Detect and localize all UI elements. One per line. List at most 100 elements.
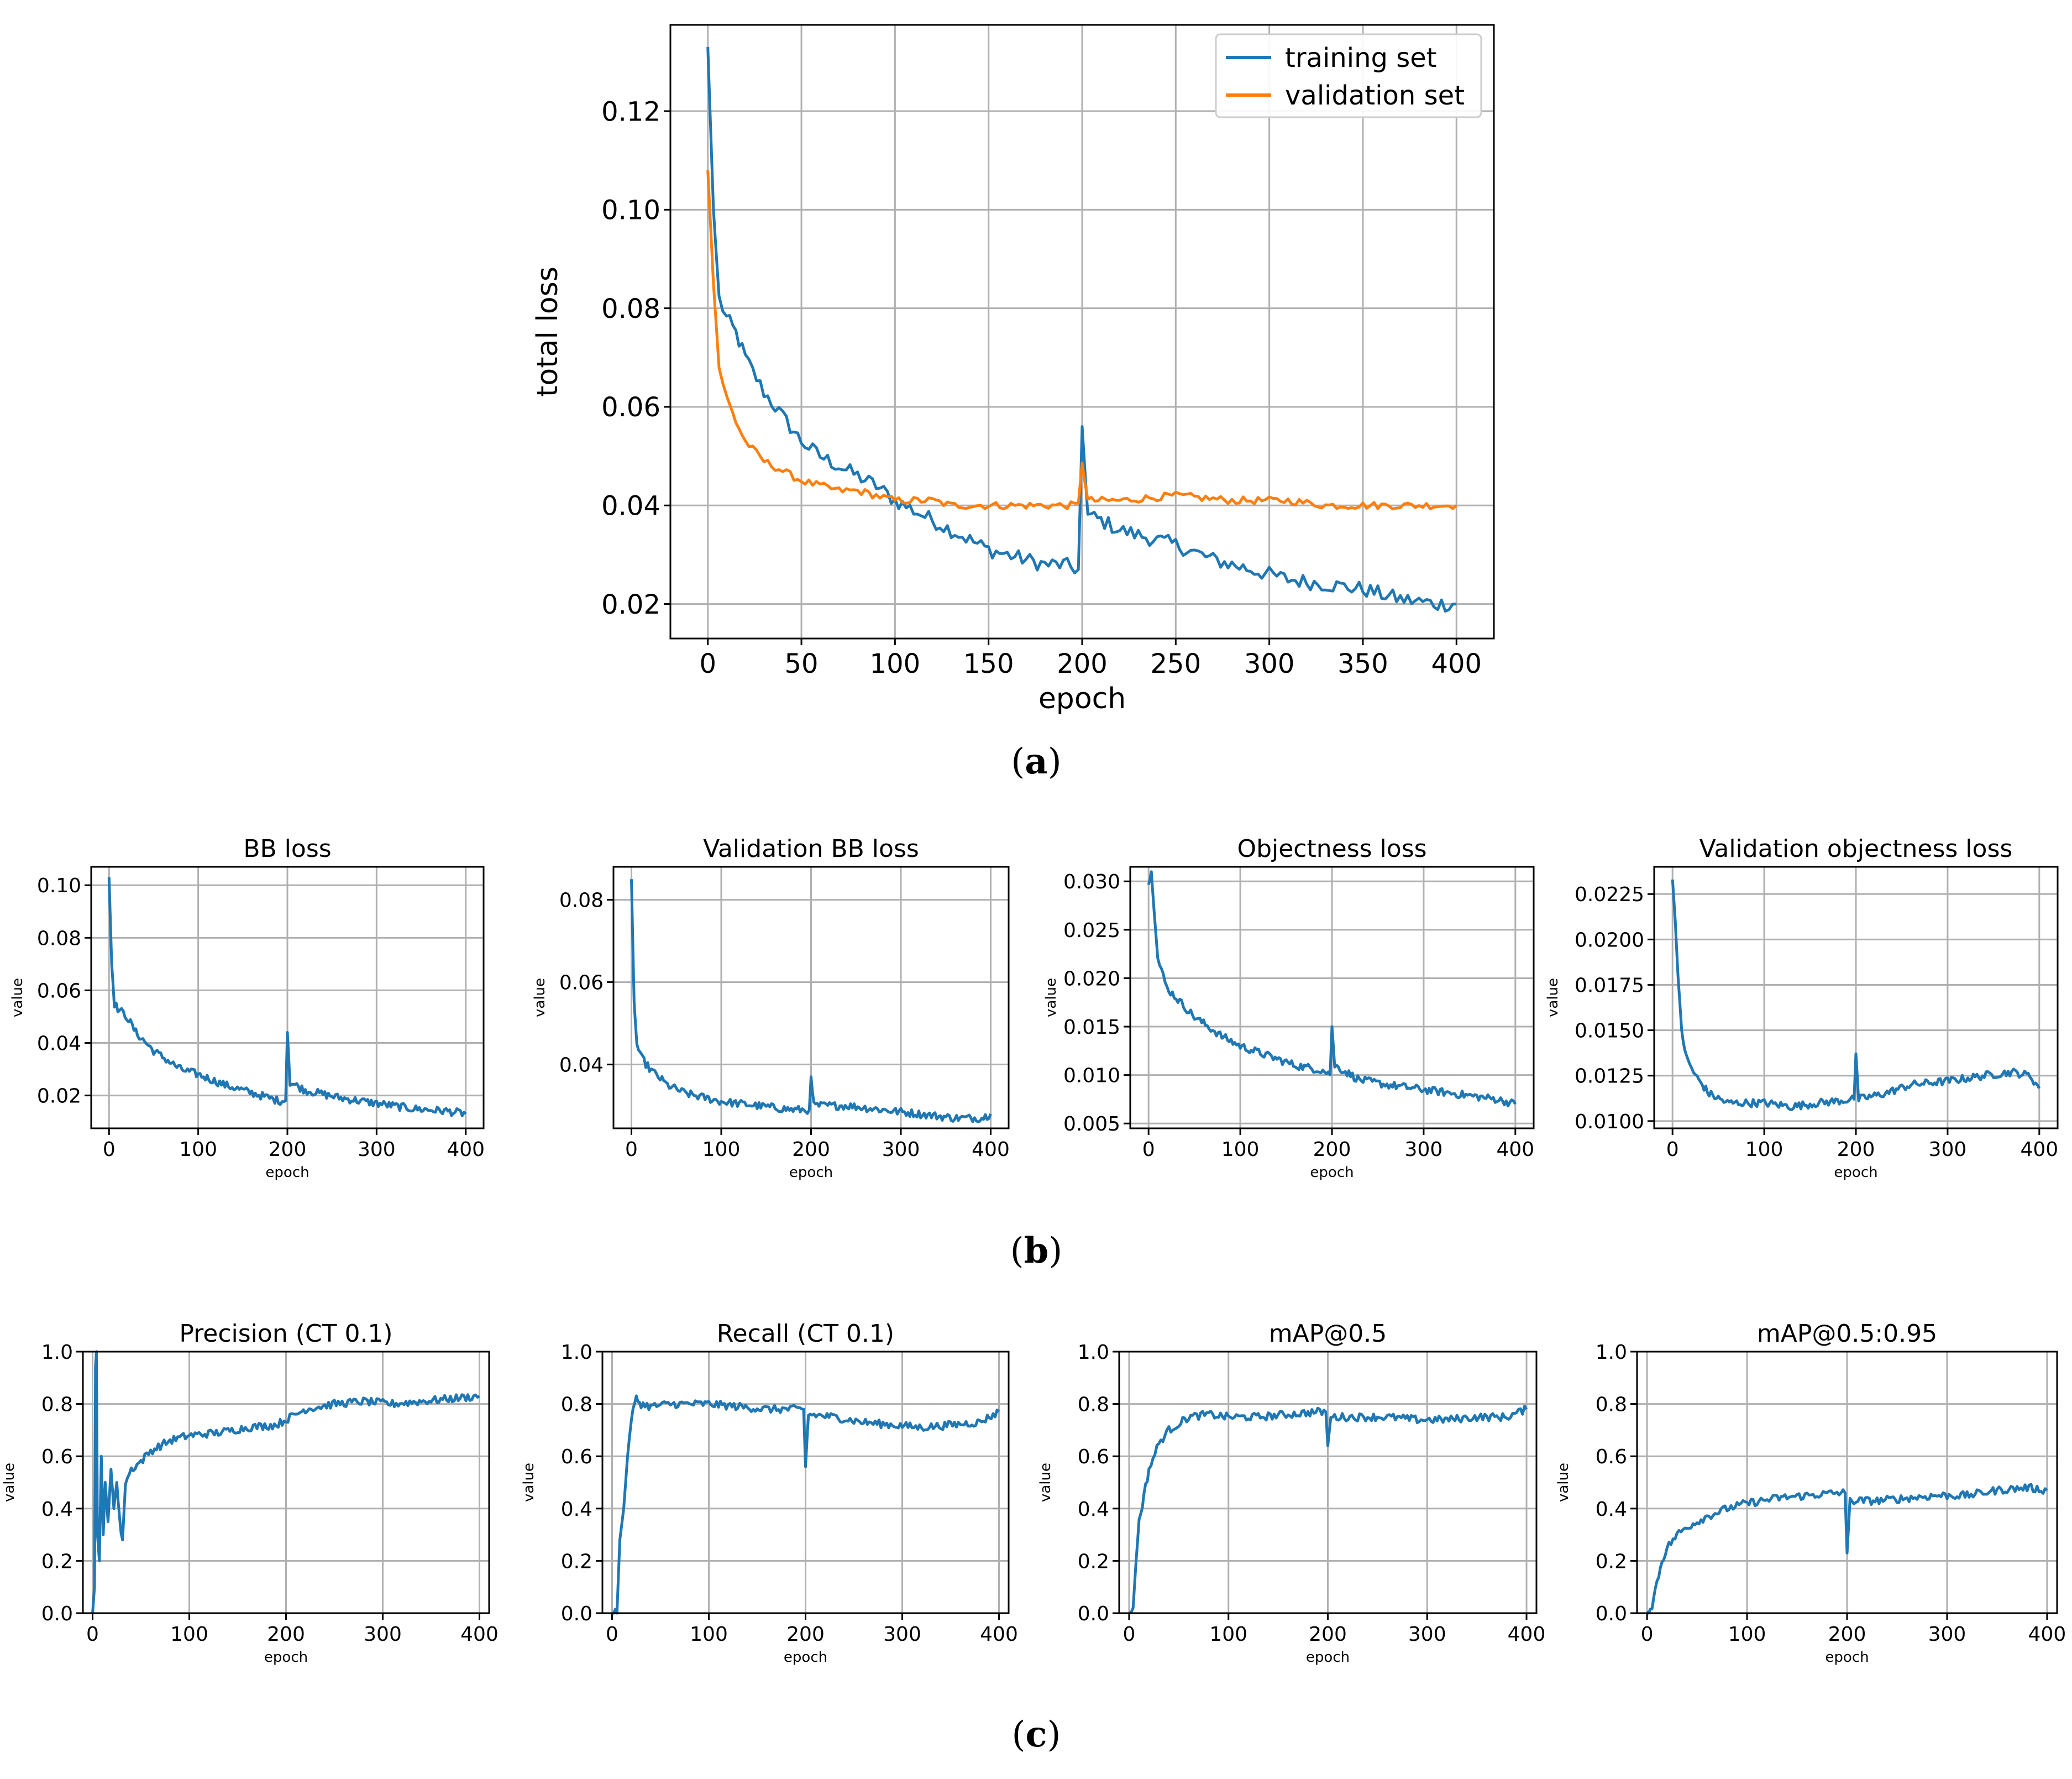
y-tick-label: 0.0200 bbox=[1575, 929, 1644, 951]
x-tick-label: 200 bbox=[786, 1623, 825, 1646]
x-tick-label: 100 bbox=[870, 648, 921, 679]
x-tick-label: 200 bbox=[1309, 1623, 1347, 1646]
x-tick-label: 350 bbox=[1337, 648, 1388, 679]
y-tick-label: 0.010 bbox=[1063, 1065, 1120, 1087]
x-tick-label: 0 bbox=[606, 1623, 618, 1646]
y-tick-label: 0.10 bbox=[37, 875, 81, 897]
y-tick-label: 0.030 bbox=[1063, 871, 1120, 893]
x-tick-label: 400 bbox=[1508, 1623, 1546, 1646]
x-axis-label: epoch bbox=[784, 1649, 827, 1666]
x-tick-label: 0 bbox=[1142, 1138, 1155, 1161]
y-tick-label: 0.12 bbox=[601, 96, 660, 127]
y-tick-label: 0.6 bbox=[41, 1446, 73, 1468]
y-tick-label: 1.0 bbox=[1078, 1341, 1109, 1364]
y-tick-label: 0.08 bbox=[601, 294, 660, 325]
x-tick-label: 100 bbox=[702, 1138, 741, 1161]
y-tick-label: 0.0100 bbox=[1575, 1111, 1644, 1133]
y-axis-label: value bbox=[521, 1463, 537, 1502]
x-tick-label: 100 bbox=[170, 1623, 208, 1646]
chart-map50-95: 0 100 200 300 400 0.0 0.2 0.4 0.6 0.8 1.0 epoch valu… bbox=[1555, 1320, 2066, 1666]
y-tick-label: 0.08 bbox=[37, 927, 81, 950]
y-tick-label: 0.4 bbox=[1078, 1498, 1109, 1521]
chart-title: Validation BB loss bbox=[703, 835, 919, 863]
x-tick-label: 100 bbox=[1745, 1138, 1784, 1161]
y-tick-label: 0.04 bbox=[559, 1054, 604, 1077]
caption-a: (a) bbox=[1011, 741, 1062, 782]
chart-precision: 0 100 200 300 400 0.0 0.2 0.4 0.6 0.8 1.0 epoch valu… bbox=[1, 1320, 499, 1666]
y-tick-label: 0.2 bbox=[561, 1550, 592, 1573]
series-line-bb-loss bbox=[107, 877, 467, 1117]
chart-title: Recall (CT 0.1) bbox=[717, 1320, 894, 1348]
x-tick-label: 300 bbox=[882, 1138, 920, 1161]
y-axis-label: value bbox=[1, 1463, 18, 1502]
series-line-map-0-5 bbox=[1129, 1405, 1528, 1615]
x-axis-label: epoch bbox=[789, 1164, 833, 1181]
plot-frame bbox=[1653, 866, 2059, 1129]
series-line-objectness-loss bbox=[1147, 870, 1517, 1108]
chart-obj-loss: 0 100 200 300 400 0.005 0.010 0.015 0.020 0.025 0.… bbox=[1043, 835, 1535, 1181]
chart-total-loss: 0 50 100 150 200 250 300 350 400 0.02 0.04 0.06 0.08… bbox=[531, 24, 1495, 715]
chart-title: BB loss bbox=[243, 835, 331, 863]
x-tick-label: 0 bbox=[86, 1623, 99, 1646]
plot-frame bbox=[82, 1351, 490, 1614]
y-tick-label: 1.0 bbox=[1596, 1341, 1627, 1364]
x-tick-label: 300 bbox=[364, 1623, 402, 1646]
y-axis-label: value bbox=[9, 978, 26, 1017]
y-tick-label: 0.005 bbox=[1063, 1113, 1120, 1136]
y-tick-label: 0.02 bbox=[601, 589, 660, 620]
series-line-validation-set bbox=[706, 170, 1457, 511]
x-tick-label: 100 bbox=[1221, 1138, 1260, 1161]
y-tick-label: 0.2 bbox=[41, 1550, 73, 1573]
x-axis-label: epoch bbox=[264, 1649, 308, 1666]
chart-bb-loss: 0 100 200 300 400 0.02 0.04 0.06 0.08 0.10 epoch va… bbox=[9, 835, 485, 1181]
chart-title: Precision (CT 0.1) bbox=[179, 1320, 392, 1348]
x-tick-label: 300 bbox=[1405, 1138, 1443, 1161]
x-tick-label: 50 bbox=[785, 648, 819, 679]
y-tick-label: 0.02 bbox=[37, 1085, 81, 1108]
x-tick-label: 200 bbox=[1828, 1623, 1866, 1646]
legend-box bbox=[1215, 33, 1482, 118]
y-tick-label: 0.6 bbox=[1078, 1446, 1109, 1468]
y-tick-label: 0.0 bbox=[561, 1603, 592, 1625]
y-tick-label: 0.8 bbox=[41, 1394, 73, 1416]
y-axis-label: value bbox=[532, 978, 548, 1017]
legend-label: training set bbox=[1285, 43, 1437, 74]
series-line-training-set bbox=[706, 47, 1457, 613]
y-tick-label: 1.0 bbox=[561, 1341, 592, 1364]
chart-title: Objectness loss bbox=[1237, 835, 1426, 863]
legend-label: validation set bbox=[1285, 80, 1465, 111]
x-tick-label: 400 bbox=[1431, 648, 1482, 679]
y-axis-label: value bbox=[1043, 978, 1059, 1017]
plot-frame bbox=[90, 866, 485, 1129]
x-tick-label: 400 bbox=[447, 1138, 485, 1161]
y-tick-label: 0.6 bbox=[1596, 1446, 1627, 1468]
x-tick-label: 400 bbox=[980, 1623, 1018, 1646]
y-tick-label: 0.08 bbox=[559, 890, 604, 912]
chart-val-obj-loss: 0 100 200 300 400 0.0100 0.0125 0.0150 0.0175 0.0… bbox=[1545, 835, 2059, 1181]
y-tick-label: 0.8 bbox=[1596, 1394, 1627, 1416]
x-tick-label: 0 bbox=[1666, 1138, 1679, 1161]
plot-frame bbox=[1636, 1351, 2058, 1614]
x-tick-label: 400 bbox=[460, 1623, 499, 1646]
y-axis-label: value bbox=[1555, 1463, 1572, 1502]
y-tick-label: 0.8 bbox=[1078, 1394, 1109, 1416]
plot-frame bbox=[612, 866, 1010, 1129]
y-tick-label: 0.0225 bbox=[1575, 883, 1644, 906]
x-axis-label: epoch bbox=[1834, 1164, 1877, 1181]
series-line-validation-objectness-loss bbox=[1671, 879, 2040, 1111]
y-tick-label: 0.06 bbox=[601, 392, 660, 423]
x-tick-label: 400 bbox=[972, 1138, 1010, 1161]
y-tick-label: 0.0 bbox=[1596, 1603, 1627, 1625]
series-line-precision-ct-0-1- bbox=[91, 1350, 480, 1614]
y-tick-label: 0.0150 bbox=[1575, 1020, 1644, 1043]
x-tick-label: 0 bbox=[103, 1138, 116, 1161]
y-tick-label: 0.06 bbox=[559, 972, 604, 995]
y-tick-label: 0.04 bbox=[601, 491, 660, 522]
y-tick-label: 0.06 bbox=[37, 980, 81, 1002]
x-tick-label: 300 bbox=[883, 1623, 921, 1646]
x-tick-label: 400 bbox=[2028, 1623, 2066, 1646]
x-tick-label: 200 bbox=[267, 1623, 305, 1646]
x-tick-label: 300 bbox=[1929, 1138, 1967, 1161]
x-tick-label: 0 bbox=[1123, 1623, 1136, 1646]
plot-frame bbox=[1118, 1351, 1538, 1614]
